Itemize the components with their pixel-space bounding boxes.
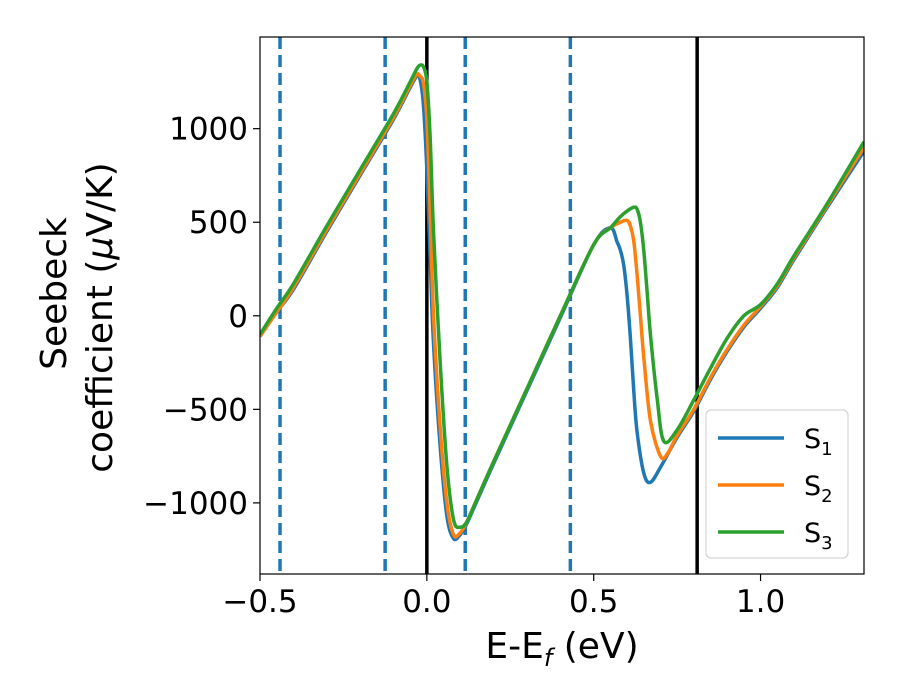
x-axis-label-base: E-E [485, 626, 543, 667]
x-axis-label-unit: (eV) [552, 626, 638, 667]
y-axis-label-prefix: coefficient ( [80, 260, 121, 473]
x-tick-label-2: 0.5 [569, 584, 618, 620]
series-line-s3 [260, 63, 864, 530]
legend-label-s1: S1 [804, 424, 833, 460]
legend: S1 S2 S3 [705, 409, 849, 559]
x-tick-label-0: −0.5 [222, 584, 297, 620]
x-tick-label-3: 1.0 [736, 584, 785, 620]
y-axis-label-mu: μ [80, 237, 121, 261]
legend-label-s3: S3 [804, 518, 833, 554]
y-tick-label-4: −1000 [143, 486, 248, 522]
legend-label-s2: S2 [804, 471, 833, 507]
y-tick-label-2: 0 [228, 299, 248, 335]
axis-ticks: −0.5 0.0 0.5 1.0 1000 500 0 −500 −1000 [143, 112, 785, 620]
plot-frame [259, 36, 865, 575]
y-tick-label-1: 500 [189, 205, 248, 241]
y-axis-label: Seebeck coefficient (μV/K) [34, 162, 121, 472]
series-lines [260, 63, 864, 542]
x-axis-label: E-Ef (eV) [485, 626, 638, 672]
y-axis-label-suffix: V/K) [80, 162, 121, 236]
y-axis-label-line2: coefficient (μV/K) [80, 162, 121, 472]
x-tick-label-1: 0.0 [402, 584, 451, 620]
y-tick-label-3: −500 [163, 392, 248, 428]
vertical-reference-lines [278, 37, 699, 574]
y-tick-label-0: 1000 [169, 112, 248, 148]
y-axis-label-line1: Seebeck [34, 217, 75, 370]
